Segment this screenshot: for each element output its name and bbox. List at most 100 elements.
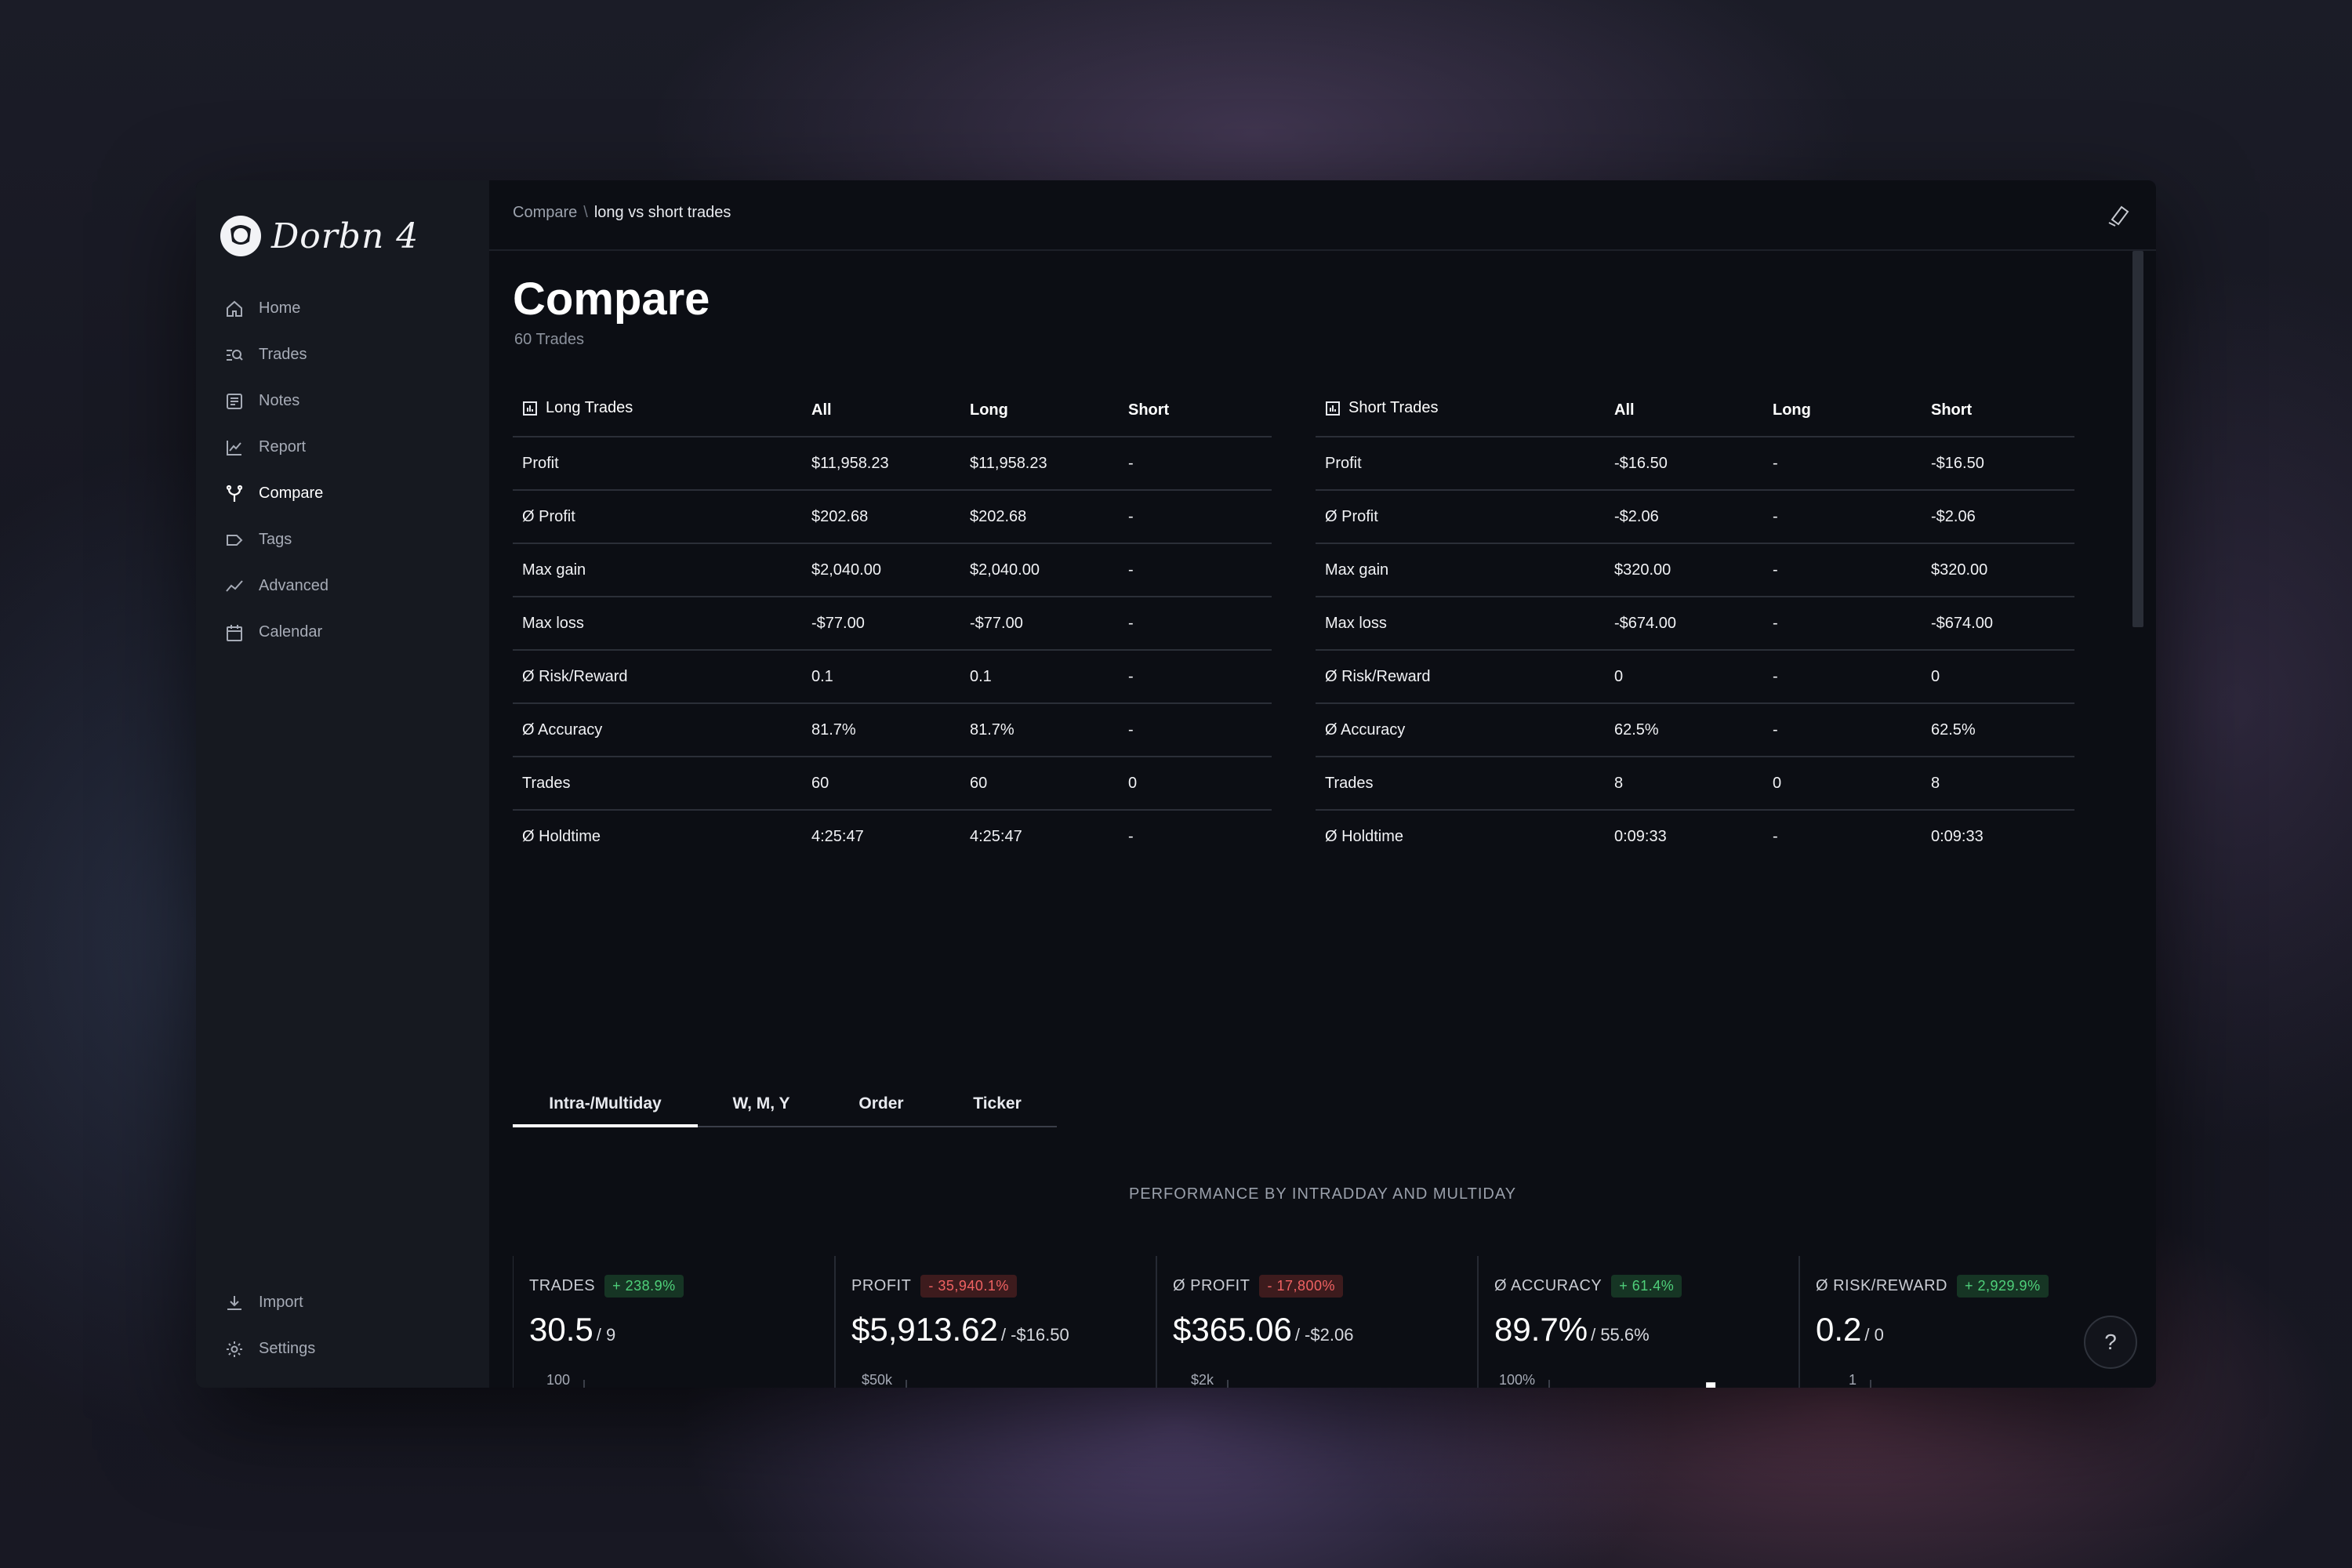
cell-long: -: [1763, 703, 1922, 757]
long-trades-table: Long Trades All Long Short Profit $11,958…: [513, 384, 1272, 862]
y-tick-label: 100: [546, 1372, 570, 1388]
sidebar-item-import[interactable]: Import: [196, 1279, 489, 1326]
sidebar-item-settings[interactable]: Settings: [196, 1326, 489, 1372]
change-badge: + 2,929.9%: [1957, 1275, 2049, 1298]
brand[interactable]: Dorbn 4: [218, 213, 419, 259]
sidebar: Dorbn 4 Home Trades Notes: [196, 180, 489, 1388]
settings-icon: [224, 1339, 245, 1359]
table-row: Ø Profit -$2.06- -$2.06: [1316, 490, 2074, 544]
cell-all: 0:09:33: [1614, 827, 1667, 845]
cell-short: -: [1119, 437, 1272, 491]
table-header-row: Long Trades All Long Short: [513, 384, 1272, 437]
cell-long: -$77.00: [960, 597, 1119, 651]
card-title: PROFIT: [851, 1277, 912, 1294]
y-tick-label: 100%: [1499, 1372, 1535, 1388]
table-row: Max loss -$77.00 -$77.00-: [513, 597, 1272, 651]
y-tick-label: $2k: [1191, 1372, 1214, 1388]
sidebar-item-notes[interactable]: Notes: [196, 378, 489, 424]
cell-short: -: [1119, 490, 1272, 544]
main-content: Compare \ long vs short trades Compare 60 …: [489, 180, 2156, 1388]
page-subtitle: 60 Trades: [514, 331, 584, 348]
table-header-row: Short Trades All Long Short: [1316, 384, 2074, 437]
cell-short: 0: [1119, 757, 1272, 811]
cell-all: 81.7%: [802, 703, 960, 757]
card-title: Ø RISK/REWARD: [1816, 1277, 1947, 1294]
cell-short: 8: [1922, 757, 2074, 811]
performance-card: Ø RISK/REWARD + 2,929.9% 0.2/ 0 1 0 intraday m…: [1798, 1256, 2120, 1388]
cell-long: 4:25:47: [970, 827, 1022, 845]
page-title: Compare: [513, 274, 710, 325]
help-button[interactable]: ?: [2084, 1316, 2137, 1369]
change-badge: + 238.9%: [604, 1275, 684, 1298]
change-badge: - 17,800%: [1259, 1275, 1344, 1298]
column-header: Long: [960, 384, 1119, 437]
cell-long: -: [1763, 650, 1922, 704]
column-header: All: [802, 384, 960, 437]
sidebar-item-trades[interactable]: Trades: [196, 332, 489, 378]
secondary-value: / 55.6%: [1591, 1325, 1650, 1345]
cell-long: $202.68: [960, 490, 1119, 544]
card-value: 89.7%/ 55.6%: [1494, 1311, 1650, 1348]
sidebar-nav: Home Trades Notes Report: [196, 285, 489, 655]
sidebar-item-advanced[interactable]: Advanced: [196, 563, 489, 609]
row-label: Ø Profit: [1316, 490, 1605, 544]
secondary-value: / -$2.06: [1294, 1325, 1354, 1345]
cell-all: -$16.50: [1605, 437, 1763, 491]
card-value: 30.5/ 9: [529, 1311, 615, 1348]
sidebar-item-label: Settings: [259, 1340, 316, 1357]
card-header: Ø PROFIT - 17,800%: [1173, 1275, 1344, 1298]
scrollbar[interactable]: [2132, 251, 2143, 627]
performance-card: TRADES + 238.9% 30.5/ 9 100 0 intraday multida…: [513, 1256, 834, 1388]
sidebar-item-calendar[interactable]: Calendar: [196, 609, 489, 655]
table-row: Ø Holdtime 0:09:33 - 0:09:33: [1316, 810, 2074, 862]
row-label: Max loss: [513, 597, 802, 651]
secondary-value: / 0: [1864, 1325, 1884, 1345]
row-label: Trades: [1316, 757, 1605, 811]
sidebar-item-home[interactable]: Home: [196, 285, 489, 332]
section-title: PERFORMANCE BY INTRADDAY AND MULTIDAY: [1128, 1185, 1517, 1203]
cell-long: 0.1: [960, 650, 1119, 704]
table-header-title: Short Trades: [1316, 384, 1605, 437]
logo-icon: [220, 216, 261, 256]
table-row: Trades 8 0 8: [1316, 757, 2074, 811]
calendar-icon: [224, 622, 245, 643]
compare-icon: [224, 484, 245, 504]
table-row: Ø Profit $202.68 $202.68-: [513, 490, 1272, 544]
column-header: Short: [1922, 384, 2074, 437]
mini-bar-chart: 100%0%intraday multiday: [1499, 1372, 1716, 1388]
sidebar-item-tags[interactable]: Tags: [196, 517, 489, 563]
tab-intra-multiday[interactable]: Intra-/Multiday: [513, 1083, 698, 1127]
cell-short: 62.5%: [1922, 703, 2074, 757]
table-row: Ø Risk/Reward 0-0: [1316, 650, 2074, 704]
trades-icon: [224, 345, 245, 365]
tab-wmy[interactable]: W, M, Y: [732, 1094, 790, 1112]
tab-order[interactable]: Order: [858, 1094, 904, 1112]
table-row: Max loss -$674.00- -$674.00: [1316, 597, 2074, 651]
sidebar-item-label: Trades: [259, 346, 307, 363]
card-value: $5,913.62/ -$16.50: [851, 1311, 1069, 1348]
theme-toggle-icon[interactable]: [2106, 202, 2132, 229]
sidebar-item-label: Notes: [259, 392, 300, 409]
cell-short: 0:09:33: [1931, 827, 1984, 845]
cell-all: -$2.06: [1605, 490, 1763, 544]
sidebar-item-report[interactable]: Report: [196, 424, 489, 470]
sidebar-item-compare[interactable]: Compare: [196, 470, 489, 517]
cell-long: -: [1763, 543, 1922, 597]
tab-ticker[interactable]: Ticker: [973, 1094, 1022, 1112]
y-tick-label: $50k: [862, 1372, 893, 1388]
cell-all: 62.5%: [1605, 703, 1763, 757]
table-row: Profit -$16.50- -$16.50: [1316, 437, 2074, 491]
breadcrumb-root[interactable]: Compare: [513, 204, 578, 221]
cell-short: 0: [1922, 650, 2074, 704]
cell-long: -: [1773, 827, 1778, 845]
sidebar-item-label: Calendar: [259, 623, 323, 641]
row-label: Ø Risk/Reward: [1316, 650, 1605, 704]
table-row: Ø Accuracy 81.7% 81.7% -: [513, 703, 1272, 757]
table-row: Max gain $320.00- $320.00: [1316, 543, 2074, 597]
table-row: Profit $11,958.23 $11,958.23-: [513, 437, 1272, 491]
column-header: Short: [1119, 384, 1272, 437]
column-header: All: [1605, 384, 1763, 437]
breadcrumb-separator: \: [583, 204, 588, 221]
